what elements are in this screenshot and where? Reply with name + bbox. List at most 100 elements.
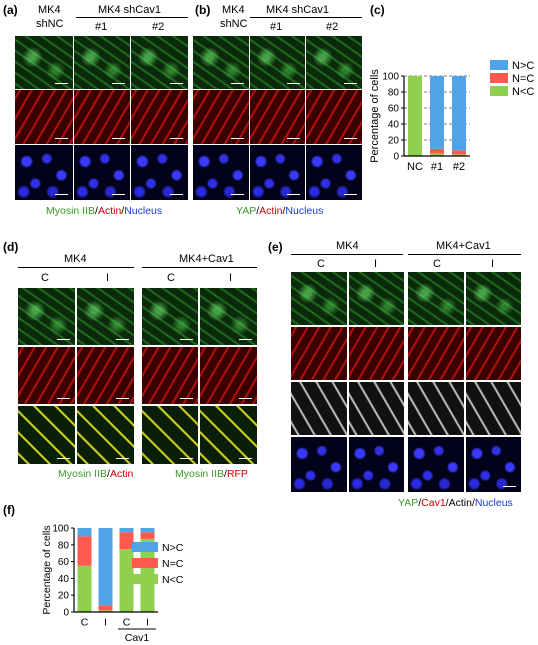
panel-e-image-blue-c2 — [408, 437, 464, 492]
panel-d-image-merge-i1 — [77, 406, 134, 464]
x-tick-label: #1 — [431, 161, 443, 173]
panel-b-cond-shnc: shNC — [220, 18, 248, 30]
panel-d-col-c2: C — [167, 272, 175, 284]
panel-e-image-blue-c1 — [291, 437, 347, 492]
legend-label: N<C — [162, 574, 184, 586]
panel-b-image-green-1 — [250, 36, 305, 89]
panel-a-image-green-2 — [131, 36, 188, 89]
chart-f: Percentage of cells C I C I 0 20 40 60 80 100 N>C N=… — [41, 524, 184, 644]
bar-segment — [119, 532, 134, 549]
panel-b-group: MK4 shCav1 — [266, 4, 329, 16]
panel-a-image-blue-2 — [131, 145, 188, 200]
caption-actin: Actin — [109, 468, 134, 480]
bar-segment — [98, 528, 113, 606]
bar-segment — [452, 76, 466, 151]
panel-f-label: (f) — [3, 503, 15, 517]
panel-e-image-red-c1 — [291, 327, 347, 380]
bar-segment — [98, 610, 113, 612]
caption-actin: Actin — [259, 205, 283, 217]
panel-a-col1: #1 — [95, 21, 108, 33]
panel-d-col-i1: I — [106, 272, 110, 284]
panel-e-col-c2: C — [433, 258, 441, 270]
legend-swatch — [132, 558, 158, 568]
panel-a-image-red-shnc — [15, 90, 73, 144]
panel-a-cond-mk4: MK4 — [38, 4, 61, 16]
panel-a-image-red-1 — [74, 90, 130, 144]
y-tick-label: 100 — [52, 524, 69, 535]
panel-d-image-red-c1 — [18, 347, 75, 404]
panel-b-image-red-shnc — [193, 90, 249, 144]
y-tick-label: 0 — [63, 608, 69, 619]
panel-b-image-green-shnc — [193, 36, 249, 89]
group-label: Cav1 — [125, 632, 150, 643]
x-tick-label: C — [123, 617, 131, 629]
panel-b-col2: #2 — [326, 21, 339, 33]
panel-e-image-white-c1 — [291, 382, 347, 435]
panel-b-col1: #1 — [270, 21, 283, 33]
y-tick-label: 40 — [58, 574, 70, 585]
bar-segment — [408, 76, 422, 156]
y-tick-label: 80 — [58, 540, 70, 551]
panel-e-image-blue-i2 — [466, 437, 521, 492]
panel-e-image-green-i2 — [466, 272, 521, 325]
panel-a-caption: Myosin IIB/Actin/Nucleus — [46, 205, 163, 217]
bar-segment — [430, 153, 444, 156]
y-tick-label: 60 — [388, 104, 400, 115]
y-tick-label: 0 — [393, 152, 399, 163]
panel-d-image-green-c2 — [142, 288, 198, 345]
caption-nucleus: Nucleus — [124, 205, 163, 217]
legend-swatch — [490, 73, 508, 83]
panel-d-label: (d) — [3, 240, 19, 254]
panel-d-caption-right: Myosin IIB/RFP — [175, 468, 248, 480]
panel-b-image-blue-shnc — [193, 145, 249, 200]
panel-e-image-red-c2 — [408, 327, 464, 380]
legend-label: N<C — [512, 86, 534, 98]
panel-d-image-merge-c2 — [142, 406, 198, 464]
caption-myosin: Myosin IIB — [58, 468, 108, 480]
panel-d-image-red-i1 — [77, 347, 134, 404]
y-tick-label: 60 — [58, 557, 70, 568]
x-tick-label: I — [146, 617, 149, 629]
chart-c: Percentage of cells NC #1 #2 0 20 40 60 80 100 N>C… — [369, 60, 534, 173]
legend-swatch — [132, 574, 158, 584]
bar-segment — [119, 549, 134, 612]
panel-d-image-merge-i2 — [200, 406, 257, 464]
panel-d-col-i2: I — [229, 272, 233, 284]
panel-e-image-white-c2 — [408, 382, 464, 435]
panel-a-image-blue-1 — [74, 145, 130, 200]
bar-segment — [452, 150, 466, 155]
panel-b-image-red-1 — [250, 90, 305, 144]
panel-d-right-group: MK4+Cav1 — [179, 253, 234, 265]
panel-d-image-green-i1 — [77, 288, 134, 345]
panel-a-label: (a) — [3, 3, 18, 17]
bar-segment — [430, 76, 444, 149]
panel-b-image-blue-2 — [306, 145, 362, 200]
y-tick-label: 20 — [388, 136, 400, 147]
panel-d-image-red-c2 — [142, 347, 198, 404]
panel-b-cond-mk4: MK4 — [222, 4, 245, 16]
panel-a-image-red-2 — [131, 90, 188, 144]
panel-b-label: (b) — [195, 3, 211, 17]
legend-label: N=C — [162, 558, 184, 570]
caption-nucleus: Nucleus — [285, 205, 324, 217]
y-axis-label: Percentage of cells — [369, 69, 381, 163]
panel-e-image-red-i1 — [349, 327, 404, 380]
panel-e-right-group: MK4+Cav1 — [436, 240, 491, 252]
panel-a-image-green-shnc — [15, 36, 73, 89]
panel-d-left-group: MK4 — [64, 253, 87, 265]
panel-e-image-red-i2 — [466, 327, 521, 380]
bar-segment — [119, 528, 134, 533]
panel-b-image-red-2 — [306, 90, 362, 144]
x-tick-label: NC — [407, 161, 423, 173]
x-tick-label: I — [104, 617, 107, 629]
panel-d-right-line — [142, 267, 257, 268]
panel-a-group: MK4 shCav1 — [98, 4, 161, 16]
legend-swatch — [490, 60, 508, 70]
y-axis-label: Percentage of cells — [41, 525, 53, 614]
panel-e-label: (e) — [268, 240, 283, 254]
panel-e-col-c1: C — [317, 258, 325, 270]
legend-swatch — [490, 86, 508, 96]
panel-e-image-white-i1 — [349, 382, 404, 435]
panel-e-image-white-i2 — [466, 382, 521, 435]
panel-d-left-line — [18, 267, 134, 268]
